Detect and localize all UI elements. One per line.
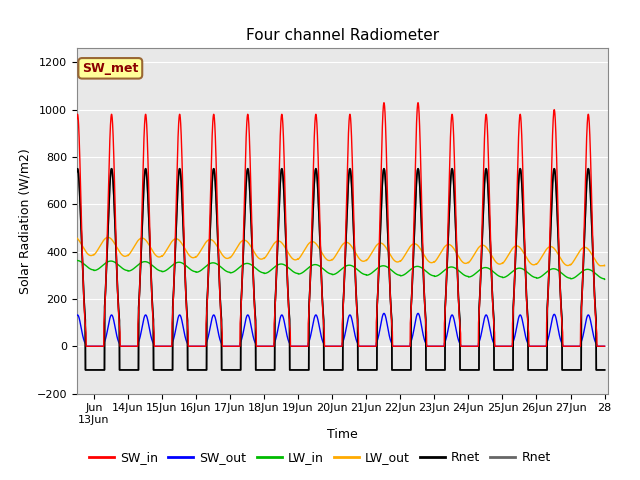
Legend: SW_in, SW_out, LW_in, LW_out, Rnet, Rnet: SW_in, SW_out, LW_in, LW_out, Rnet, Rnet	[84, 446, 556, 469]
Text: SW_met: SW_met	[82, 62, 138, 75]
Title: Four channel Radiometer: Four channel Radiometer	[246, 28, 439, 43]
X-axis label: Time: Time	[327, 428, 358, 441]
Y-axis label: Solar Radiation (W/m2): Solar Radiation (W/m2)	[18, 148, 31, 294]
